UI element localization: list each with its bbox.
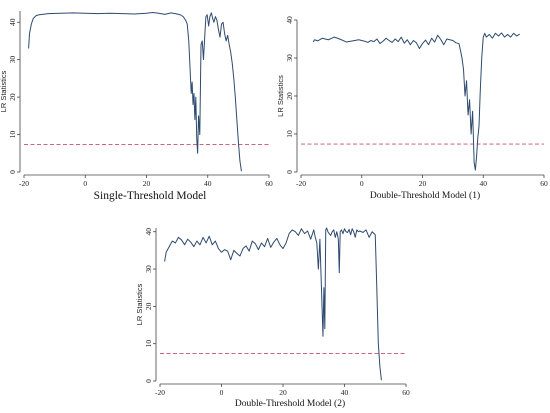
- y-tick-label: 30: [144, 265, 153, 273]
- x-tick-label: 0: [220, 388, 224, 397]
- y-tick-label: 10: [285, 130, 294, 138]
- x-tick-label: 60: [265, 179, 273, 188]
- y-tick-label: 20: [8, 93, 17, 101]
- x-tick-label: 40: [204, 179, 212, 188]
- y-tick-label: 40: [285, 16, 294, 24]
- x-tick-label: 20: [279, 388, 287, 397]
- caption-panel-3: Double-Threshold Model (2): [234, 399, 346, 409]
- y-tick-label: 0: [285, 170, 294, 174]
- y-tick-label: 30: [8, 56, 17, 64]
- y-tick-label: 0: [144, 379, 153, 383]
- y-tick-label: 10: [8, 131, 17, 139]
- y-tick-label: 40: [8, 18, 17, 26]
- x-tick-label: -20: [296, 179, 306, 188]
- x-tick-label: 40: [480, 179, 488, 188]
- y-tick-label: 20: [285, 92, 294, 100]
- x-tick-label: 40: [341, 388, 349, 397]
- x-tick-label: 0: [360, 179, 364, 188]
- y-tick-label: 30: [285, 54, 294, 62]
- x-tick-label: 60: [540, 179, 548, 188]
- lr-series-line: [164, 227, 382, 381]
- y-axis-label: LR Statistics: [276, 75, 285, 117]
- caption-panel-2: Double-Threshold Model (1): [369, 191, 481, 201]
- x-tick-label: 20: [143, 179, 151, 188]
- y-tick-label: 0: [8, 170, 17, 174]
- x-tick-label: 60: [402, 388, 410, 397]
- x-tick-label: -20: [19, 179, 29, 188]
- y-axis-label: LR Statistics: [135, 283, 144, 325]
- caption-panel-1: Single-Threshold Model: [93, 190, 207, 202]
- x-tick-label: 20: [419, 179, 427, 188]
- x-tick-label: 0: [83, 179, 87, 188]
- y-axis-label: LR Statistics: [0, 70, 8, 112]
- lr-series-line: [312, 32, 520, 171]
- y-tick-label: 10: [144, 340, 153, 348]
- lr-series-line: [28, 12, 242, 172]
- chart-panel-2: 0 10 20 30 40 -20 0 20 40 60 LR Statistics: [276, 16, 548, 188]
- chart-panel-1: 0 10 20 30 40 -20 0 20 40 60 LR Statistics: [0, 11, 273, 188]
- chart-panel-3: 0 10 20 30 40 -20 0 20 40 60 LR Statistics: [135, 227, 410, 397]
- x-tick-label: -20: [155, 388, 165, 397]
- y-tick-label: 40: [144, 228, 153, 236]
- y-tick-label: 20: [144, 302, 153, 310]
